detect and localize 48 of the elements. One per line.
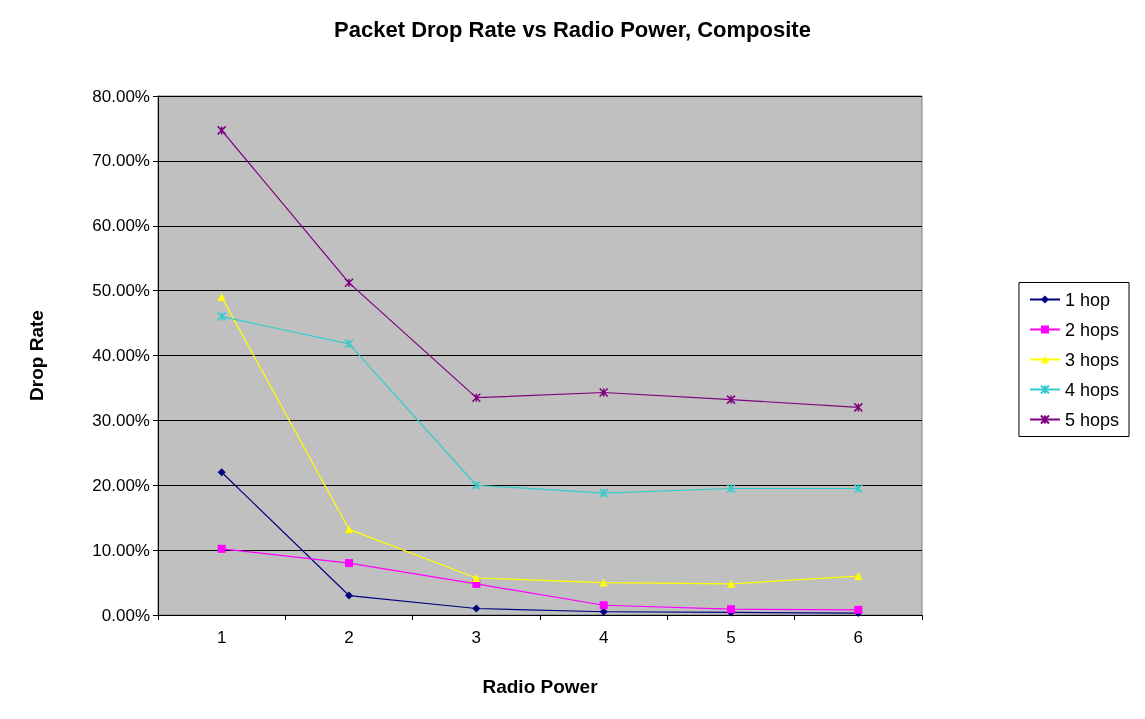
point bbox=[853, 402, 864, 413]
point bbox=[726, 394, 736, 405]
point bbox=[217, 544, 226, 553]
x-tick-label: 5 bbox=[726, 628, 736, 647]
x-tick-label: 3 bbox=[471, 628, 482, 647]
y-tick-label: 10.00% bbox=[92, 540, 150, 560]
point bbox=[217, 293, 226, 302]
y-tick-label: 60.00% bbox=[92, 216, 150, 236]
point bbox=[471, 480, 482, 490]
point bbox=[726, 483, 736, 494]
point bbox=[217, 468, 226, 477]
y-tick-label: 80.00% bbox=[92, 86, 150, 106]
y-axis-title: Drop Rate bbox=[26, 310, 47, 401]
point bbox=[345, 525, 353, 534]
legend-label: 3 hops bbox=[1064, 349, 1119, 370]
point bbox=[345, 559, 353, 568]
legend-label: 1 hop bbox=[1064, 289, 1110, 310]
point bbox=[472, 574, 481, 583]
point bbox=[599, 601, 608, 610]
legend-label: 4 hops bbox=[1064, 379, 1119, 400]
x-tick-label: 2 bbox=[344, 628, 354, 647]
x-axis-title: Radio Power bbox=[482, 676, 599, 697]
point bbox=[599, 578, 608, 587]
point bbox=[472, 604, 481, 613]
x-tick-label: 4 bbox=[598, 628, 609, 647]
x-tick-label: 1 bbox=[216, 628, 227, 647]
y-tick-label: 50.00% bbox=[92, 281, 150, 301]
point bbox=[216, 311, 227, 322]
legend-label: 5 hops bbox=[1064, 409, 1119, 430]
point bbox=[344, 339, 354, 349]
y-tick-label: 40.00% bbox=[92, 346, 150, 365]
y-tick-label: 30.00% bbox=[92, 410, 150, 430]
y-tick-label: 70.00% bbox=[92, 151, 150, 171]
point bbox=[854, 572, 863, 581]
point bbox=[345, 591, 353, 600]
point bbox=[598, 488, 609, 498]
x-tick-label: 6 bbox=[853, 628, 864, 647]
point bbox=[853, 483, 864, 494]
chart-title: Packet Drop Rate vs Radio Power, Composite bbox=[334, 16, 811, 42]
point bbox=[727, 579, 735, 588]
point bbox=[344, 278, 354, 288]
point bbox=[216, 125, 227, 136]
point bbox=[471, 392, 482, 403]
point bbox=[598, 387, 609, 398]
y-tick-label: 20.00% bbox=[92, 475, 150, 495]
y-tick-label: 0.00% bbox=[101, 605, 150, 625]
point bbox=[854, 605, 863, 614]
legend-label: 2 hops bbox=[1064, 319, 1119, 340]
